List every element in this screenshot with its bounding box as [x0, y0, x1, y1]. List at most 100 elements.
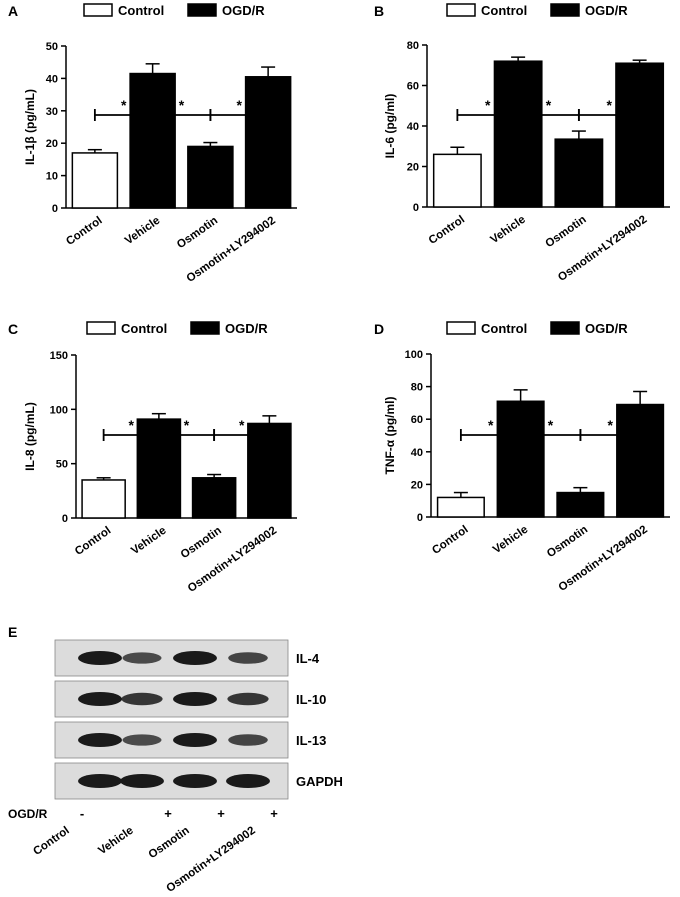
significance-star: * — [485, 97, 491, 113]
significance-star: * — [488, 417, 494, 433]
x-tick-label: Control — [64, 215, 104, 248]
chart-panel-a: A Control OGD/R 0 10 20 30 40 50 IL-1β (pg/mL) Con… — [8, 3, 297, 285]
blot-row-label: IL-10 — [296, 692, 326, 707]
legend: Control OGD/R — [86, 321, 268, 336]
chart-panel-b: B Control OGD/R 0 20 40 60 80 IL-6 (pg/ml) Contro… — [374, 3, 670, 284]
legend: Control OGD/R — [83, 3, 265, 18]
chart-panel-d: D Control OGD/R 0 20 40 60 80 100 TNF-α (pg/ml) Co… — [374, 321, 670, 594]
protein-band — [228, 652, 268, 664]
significance-star: * — [179, 97, 185, 113]
significance-star: * — [239, 417, 245, 433]
legend-swatch-control — [446, 3, 476, 17]
y-tick-label: 50 — [56, 459, 68, 471]
blot-row-label: IL-13 — [296, 733, 326, 748]
bar — [244, 76, 292, 209]
x-tick-label: Osmotin — [179, 525, 224, 562]
protein-band — [228, 734, 268, 746]
protein-band — [120, 774, 164, 788]
protein-band — [173, 651, 217, 665]
ogdr-sign: + — [270, 806, 278, 821]
panel-letter: E — [8, 624, 17, 640]
x-tick-label: Vehicle — [488, 214, 527, 247]
chart-panel-c: C Control OGD/R 0 50 100 150 IL-8 (pg/mL) Contro… — [8, 321, 297, 595]
panel-letter: C — [8, 321, 18, 337]
bar — [493, 60, 543, 208]
x-tick-label: Osmotin+LY294002 — [186, 525, 279, 595]
y-tick-label: 10 — [46, 171, 58, 183]
x-tick-label: Control — [430, 524, 470, 557]
y-tick-label: 50 — [46, 41, 58, 53]
significance-star: * — [121, 97, 127, 113]
bar — [615, 62, 665, 208]
y-tick-label: 80 — [411, 382, 423, 394]
significance-star: * — [548, 417, 554, 433]
legend-swatch-ogdr — [550, 321, 580, 335]
protein-band — [122, 734, 162, 746]
x-tick-label: Vehicle — [129, 525, 168, 558]
x-tick-label: Osmotin — [544, 214, 589, 251]
lane-label: Osmotin — [147, 825, 192, 862]
x-tick-label: Vehicle — [123, 215, 162, 248]
bar — [496, 400, 545, 518]
protein-band — [78, 651, 122, 665]
x-tick-label: Osmotin — [175, 215, 220, 252]
y-tick-label: 0 — [62, 513, 68, 525]
y-tick-label: 0 — [417, 512, 423, 524]
legend: Control OGD/R — [446, 3, 628, 18]
panel-letter: B — [374, 3, 384, 19]
y-tick-label: 100 — [50, 404, 68, 416]
bar — [436, 496, 485, 518]
legend-swatch-ogdr — [550, 3, 580, 17]
significance-star: * — [184, 417, 190, 433]
y-tick-label: 30 — [46, 106, 58, 118]
protein-band — [121, 692, 163, 706]
protein-band — [78, 733, 122, 747]
protein-band — [78, 692, 122, 706]
x-tick-label: Control — [73, 525, 113, 558]
bar — [556, 491, 605, 518]
legend-label-control: Control — [481, 321, 527, 336]
protein-band — [226, 774, 270, 788]
legend-swatch-ogdr — [190, 321, 220, 335]
significance-star: * — [607, 97, 613, 113]
protein-band — [173, 774, 217, 788]
bar — [71, 152, 119, 209]
ogdr-sign: + — [217, 806, 225, 821]
lane-label: Vehicle — [96, 825, 135, 858]
y-tick-label: 80 — [407, 40, 419, 52]
lane-label: Control — [31, 825, 71, 858]
legend-swatch-control — [446, 321, 476, 335]
bar — [616, 403, 665, 518]
x-tick-label: Osmotin — [545, 524, 590, 561]
y-tick-label: 40 — [46, 73, 58, 85]
protein-band — [78, 774, 122, 788]
significance-star: * — [608, 417, 614, 433]
legend-label-ogdr: OGD/R — [222, 3, 265, 18]
legend-swatch-control — [86, 321, 116, 335]
y-tick-label: 20 — [407, 162, 419, 174]
significance-star: * — [237, 97, 243, 113]
y-axis-title: IL-1β (pg/mL) — [23, 89, 37, 165]
bar — [432, 153, 482, 208]
legend-label-control: Control — [118, 3, 164, 18]
y-tick-label: 0 — [413, 202, 419, 214]
y-tick-label: 150 — [50, 350, 68, 362]
y-axis-title: IL-8 (pg/mL) — [23, 402, 37, 471]
western-blot-panel-e: E IL-4 IL-10 IL-13 GAPDH OGD/R - + + + Control Vehi… — [8, 624, 343, 895]
blot-row-label: IL-4 — [296, 651, 320, 666]
legend: Control OGD/R — [446, 321, 628, 336]
significance-star: * — [546, 97, 552, 113]
legend-label-ogdr: OGD/R — [585, 3, 628, 18]
protein-band — [227, 692, 269, 706]
significance-star: * — [129, 417, 135, 433]
legend-swatch-control — [83, 3, 113, 17]
bar — [129, 72, 176, 209]
y-tick-label: 20 — [411, 479, 423, 491]
ogdr-sign: - — [80, 806, 84, 821]
y-tick-label: 20 — [46, 138, 58, 150]
y-tick-label: 60 — [407, 81, 419, 93]
y-tick-label: 40 — [407, 121, 419, 133]
x-tick-label: Vehicle — [491, 524, 530, 557]
panel-letter: D — [374, 321, 384, 337]
